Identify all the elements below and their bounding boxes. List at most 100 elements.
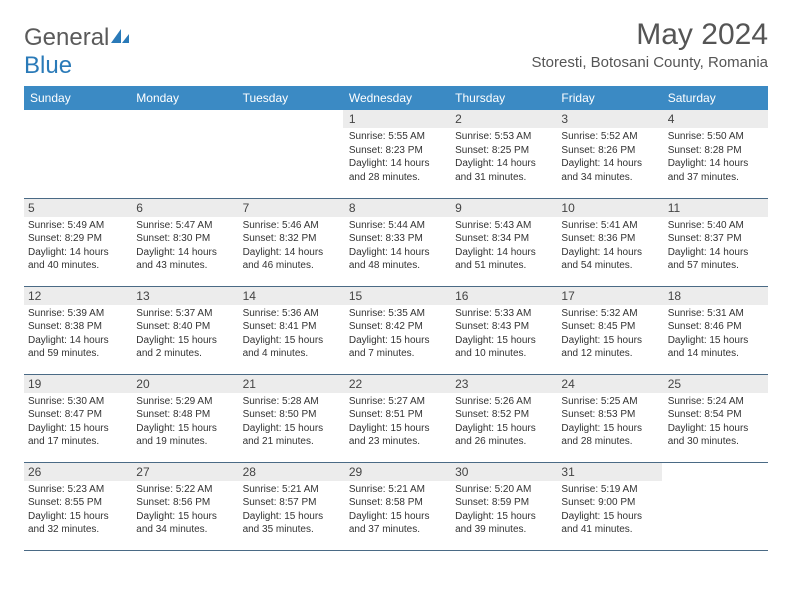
sunrise-text: Sunrise: 5:32 AM — [561, 307, 655, 321]
day-details: Sunrise: 5:27 AMSunset: 8:51 PMDaylight:… — [343, 393, 449, 453]
daylight-text: Daylight: 15 hours and 17 minutes. — [28, 422, 124, 449]
sunrise-text: Sunrise: 5:22 AM — [136, 483, 230, 497]
daylight-text: Daylight: 15 hours and 35 minutes. — [243, 510, 337, 537]
day-cell: 30Sunrise: 5:20 AMSunset: 8:59 PMDayligh… — [449, 462, 555, 550]
day-cell: 21Sunrise: 5:28 AMSunset: 8:50 PMDayligh… — [237, 374, 343, 462]
sunrise-text: Sunrise: 5:27 AM — [349, 395, 443, 409]
logo-word2: Blue — [24, 52, 72, 79]
day-cell: 8Sunrise: 5:44 AMSunset: 8:33 PMDaylight… — [343, 198, 449, 286]
sunrise-text: Sunrise: 5:35 AM — [349, 307, 443, 321]
sunset-text: Sunset: 8:32 PM — [243, 232, 337, 246]
day-number: 22 — [343, 375, 449, 393]
day-cell — [662, 462, 768, 550]
sunrise-text: Sunrise: 5:44 AM — [349, 219, 443, 233]
day-cell: 5Sunrise: 5:49 AMSunset: 8:29 PMDaylight… — [24, 198, 130, 286]
sunrise-text: Sunrise: 5:46 AM — [243, 219, 337, 233]
sunrise-text: Sunrise: 5:33 AM — [455, 307, 549, 321]
sunset-text: Sunset: 8:34 PM — [455, 232, 549, 246]
day-header-tuesday: Tuesday — [237, 86, 343, 110]
sunrise-text: Sunrise: 5:25 AM — [561, 395, 655, 409]
day-details: Sunrise: 5:46 AMSunset: 8:32 PMDaylight:… — [237, 217, 343, 277]
day-details: Sunrise: 5:32 AMSunset: 8:45 PMDaylight:… — [555, 305, 661, 365]
day-number — [24, 110, 130, 128]
day-details: Sunrise: 5:40 AMSunset: 8:37 PMDaylight:… — [662, 217, 768, 277]
sunrise-text: Sunrise: 5:37 AM — [136, 307, 230, 321]
day-cell: 18Sunrise: 5:31 AMSunset: 8:46 PMDayligh… — [662, 286, 768, 374]
sunrise-text: Sunrise: 5:40 AM — [668, 219, 762, 233]
sunrise-text: Sunrise: 5:49 AM — [28, 219, 124, 233]
day-number: 10 — [555, 199, 661, 217]
day-number: 6 — [130, 199, 236, 217]
daylight-text: Daylight: 15 hours and 41 minutes. — [561, 510, 655, 537]
day-cell: 10 Sunrise: 5:41 AMSunset: 8:36 PMDayligh… — [555, 198, 661, 286]
day-cell: 15Sunrise: 5:35 AMSunset: 8:42 PMDayligh… — [343, 286, 449, 374]
day-number: 24 — [555, 375, 661, 393]
daylight-text: Daylight: 14 hours and 51 minutes. — [455, 246, 549, 273]
sunset-text: Sunset: 8:38 PM — [28, 320, 124, 334]
day-cell: 23Sunrise: 5:26 AMSunset: 8:52 PMDayligh… — [449, 374, 555, 462]
day-number: 18 — [662, 287, 768, 305]
day-cell: 14Sunrise: 5:36 AMSunset: 8:41 PMDayligh… — [237, 286, 343, 374]
sunset-text: Sunset: 8:52 PM — [455, 408, 549, 422]
daylight-text: Daylight: 15 hours and 10 minutes. — [455, 334, 549, 361]
daylight-text: Daylight: 14 hours and 54 minutes. — [561, 246, 655, 273]
day-details: Sunrise: 5:22 AMSunset: 8:56 PMDaylight:… — [130, 481, 236, 541]
sunset-text: Sunset: 8:43 PM — [455, 320, 549, 334]
calendar-body: 1 Sunrise: 5:55 AMSunset: 8:23 PM Daylight… — [24, 110, 768, 550]
sunset-text: Sunset: 8:55 PM — [28, 496, 124, 510]
day-details: Sunrise: 5:39 AMSunset: 8:38 PMDaylight:… — [24, 305, 130, 365]
sunrise-text: Sunrise: 5:55 AM — [349, 130, 443, 144]
sunrise-text: Sunrise: 5:23 AM — [28, 483, 124, 497]
day-cell: 27Sunrise: 5:22 AMSunset: 8:56 PMDayligh… — [130, 462, 236, 550]
day-header-monday: Monday — [130, 86, 236, 110]
day-number — [662, 463, 768, 481]
day-number: 23 — [449, 375, 555, 393]
day-details: Sunrise: 5:49 AMSunset: 8:29 PMDaylight:… — [24, 217, 130, 277]
day-details: Sunrise: 5:33 AMSunset: 8:43 PMDaylight:… — [449, 305, 555, 365]
day-number: 1 — [343, 110, 449, 128]
day-cell: 4Sunrise: 5:50 AMSunset: 8:28 PMDaylight… — [662, 110, 768, 198]
day-cell: 12Sunrise: 5:39 AMSunset: 8:38 PMDayligh… — [24, 286, 130, 374]
sunrise-text: Sunrise: 5:30 AM — [28, 395, 124, 409]
logo-sail-icon — [109, 24, 131, 52]
logo: GeneralBlue — [24, 18, 131, 80]
sunset-text: Sunset: 8:50 PM — [243, 408, 337, 422]
daylight-text: Daylight: 14 hours and 43 minutes. — [136, 246, 230, 273]
day-number: 30 — [449, 463, 555, 481]
day-details — [662, 481, 768, 487]
day-cell: 31Sunrise: 5:19 AMSunset: 9:00 PMDayligh… — [555, 462, 661, 550]
sunset-text: Sunset: 8:29 PM — [28, 232, 124, 246]
daylight-text: Daylight: 15 hours and 37 minutes. — [349, 510, 443, 537]
calendar-page: GeneralBlue May 2024 Storesti, Botosani … — [0, 0, 792, 563]
day-number: 13 — [130, 287, 236, 305]
sunset-text: Sunset: 8:41 PM — [243, 320, 337, 334]
day-number: 27 — [130, 463, 236, 481]
day-number: 3 — [555, 110, 661, 128]
month-title: May 2024 — [531, 18, 768, 52]
sunrise-text: Sunrise: 5:26 AM — [455, 395, 549, 409]
day-details: Sunrise: 5:28 AMSunset: 8:50 PMDaylight:… — [237, 393, 343, 453]
sunrise-text: Sunrise: 5:41 AM — [561, 219, 655, 233]
day-number: 21 — [237, 375, 343, 393]
day-cell: 19Sunrise: 5:30 AMSunset: 8:47 PMDayligh… — [24, 374, 130, 462]
sunrise-text: Sunrise: 5:24 AM — [668, 395, 762, 409]
day-header-row: SundayMondayTuesdayWednesdayThursdayFrid… — [24, 86, 768, 110]
sunset-text: Sunset: 8:23 PM — [349, 144, 443, 158]
day-details: Sunrise: 5:52 AMSunset: 8:26 PMDaylight:… — [555, 128, 661, 188]
sunset-text: Sunset: 8:26 PM — [561, 144, 655, 158]
day-number: 19 — [24, 375, 130, 393]
daylight-text: Daylight: 15 hours and 19 minutes. — [136, 422, 230, 449]
sunset-text: Sunset: 8:51 PM — [349, 408, 443, 422]
week-row: 19Sunrise: 5:30 AMSunset: 8:47 PMDayligh… — [24, 374, 768, 462]
day-number: 9 — [449, 199, 555, 217]
daylight-text: Daylight: 15 hours and 39 minutes. — [455, 510, 549, 537]
sunset-text: Sunset: 8:36 PM — [561, 232, 655, 246]
day-cell: 28Sunrise: 5:21 AMSunset: 8:57 PMDayligh… — [237, 462, 343, 550]
day-number: 5 — [24, 199, 130, 217]
daylight-text: Daylight: 15 hours and 2 minutes. — [136, 334, 230, 361]
day-details: Sunrise: 5:37 AMSunset: 8:40 PMDaylight:… — [130, 305, 236, 365]
day-header-thursday: Thursday — [449, 86, 555, 110]
day-cell: 6Sunrise: 5:47 AMSunset: 8:30 PMDaylight… — [130, 198, 236, 286]
sunrise-text: Sunrise: 5:20 AM — [455, 483, 549, 497]
day-cell: 26Sunrise: 5:23 AMSunset: 8:55 PMDayligh… — [24, 462, 130, 550]
